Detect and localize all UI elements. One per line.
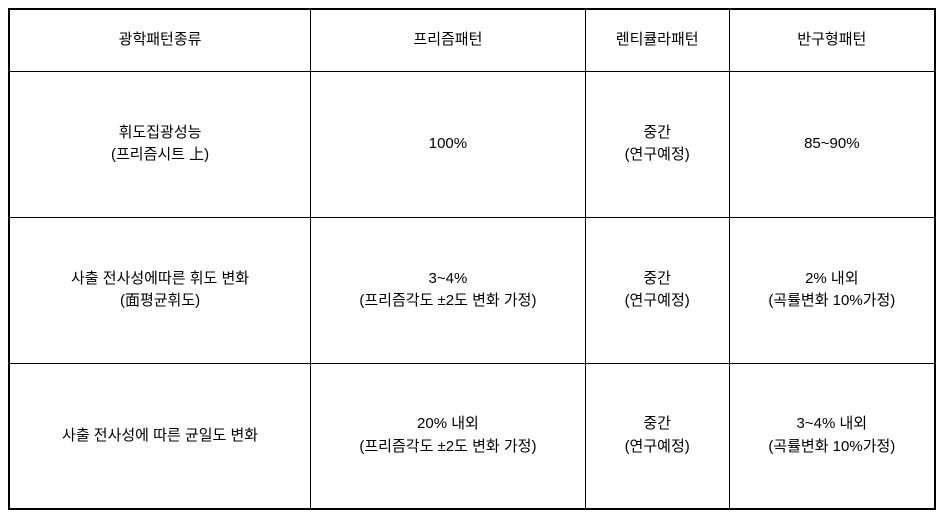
row-label-cell: 휘도집광성능 (프리즘시트 上): [9, 71, 311, 217]
prism-value-main: 100%: [321, 133, 575, 156]
table-header-row: 광학패턴종류 프리즘패턴 렌티큘라패턴 반구형패턴: [9, 9, 935, 71]
hemisphere-cell: 2% 내외 (곡률변화 10%가정): [729, 217, 935, 363]
hemisphere-value-sub: (곡률변화 10%가정): [740, 290, 924, 313]
row-label-sub: (프리즘시트 上): [20, 144, 300, 167]
lenticular-value-sub: (연구예정): [596, 144, 719, 167]
col-header-hemisphere: 반구형패턴: [729, 9, 935, 71]
row-label-main: 휘도집광성능: [20, 122, 300, 145]
col-header-prism: 프리즘패턴: [311, 9, 586, 71]
lenticular-cell: 중간 (연구예정): [585, 71, 729, 217]
row-label-cell: 사출 전사성에따른 휘도 변화 (面평균휘도): [9, 217, 311, 363]
prism-value-sub: (프리즘각도 ±2도 변화 가정): [321, 436, 575, 459]
hemisphere-value-main: 3~4% 내외: [740, 413, 924, 436]
lenticular-value-sub: (연구예정): [596, 290, 719, 313]
prism-value-main: 3~4%: [321, 268, 575, 291]
hemisphere-value-main: 2% 내외: [740, 268, 924, 291]
table-container: 광학패턴종류 프리즘패턴 렌티큘라패턴 반구형패턴 휘도집광성능 (프리즘시트 …: [8, 8, 936, 510]
hemisphere-value-main: 85~90%: [740, 133, 924, 156]
col-header-pattern-type: 광학패턴종류: [9, 9, 311, 71]
lenticular-cell: 중간 (연구예정): [585, 363, 729, 509]
hemisphere-value-sub: (곡률변화 10%가정): [740, 436, 924, 459]
table-row: 사출 전사성에 따른 균일도 변화 20% 내외 (프리즘각도 ±2도 변화 가…: [9, 363, 935, 509]
hemisphere-cell: 85~90%: [729, 71, 935, 217]
col-header-lenticular: 렌티큘라패턴: [585, 9, 729, 71]
row-label-sub: (面평균휘도): [20, 290, 300, 313]
lenticular-cell: 중간 (연구예정): [585, 217, 729, 363]
prism-cell: 100%: [311, 71, 586, 217]
table-row: 사출 전사성에따른 휘도 변화 (面평균휘도) 3~4% (프리즘각도 ±2도 …: [9, 217, 935, 363]
prism-cell: 20% 내외 (프리즘각도 ±2도 변화 가정): [311, 363, 586, 509]
lenticular-value-main: 중간: [596, 268, 719, 291]
comparison-table: 광학패턴종류 프리즘패턴 렌티큘라패턴 반구형패턴 휘도집광성능 (프리즘시트 …: [8, 8, 936, 510]
lenticular-value-sub: (연구예정): [596, 436, 719, 459]
lenticular-value-main: 중간: [596, 122, 719, 145]
row-label-main: 사출 전사성에 따른 균일도 변화: [20, 425, 300, 448]
table-row: 휘도집광성능 (프리즘시트 上) 100% 중간 (연구예정) 85~90%: [9, 71, 935, 217]
lenticular-value-main: 중간: [596, 413, 719, 436]
prism-value-main: 20% 내외: [321, 413, 575, 436]
row-label-main: 사출 전사성에따른 휘도 변화: [20, 268, 300, 291]
prism-value-sub: (프리즘각도 ±2도 변화 가정): [321, 290, 575, 313]
row-label-cell: 사출 전사성에 따른 균일도 변화: [9, 363, 311, 509]
hemisphere-cell: 3~4% 내외 (곡률변화 10%가정): [729, 363, 935, 509]
prism-cell: 3~4% (프리즘각도 ±2도 변화 가정): [311, 217, 586, 363]
